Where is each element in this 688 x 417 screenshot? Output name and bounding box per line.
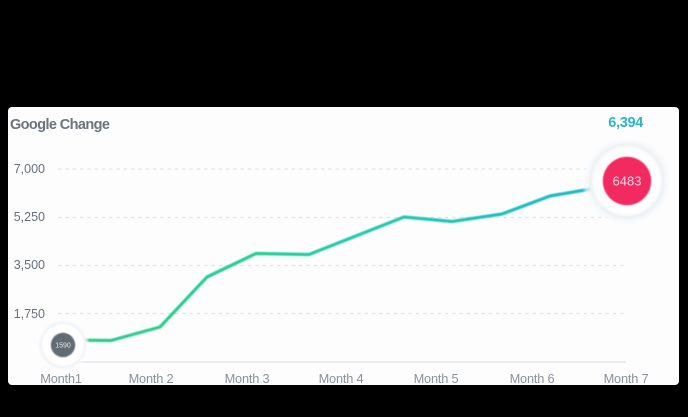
svg-text:1590: 1590 — [55, 343, 71, 350]
svg-text:6483: 6483 — [613, 174, 642, 189]
